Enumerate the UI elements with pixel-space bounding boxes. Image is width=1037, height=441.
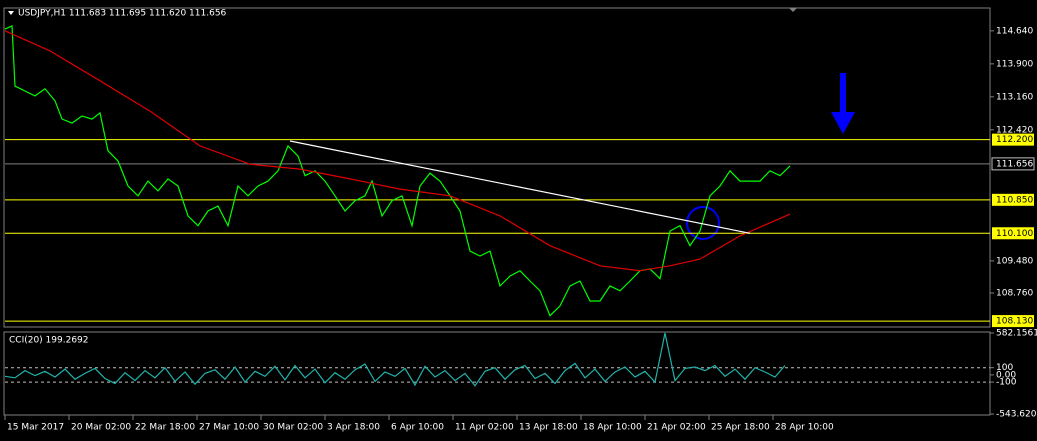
highlight-circle xyxy=(686,206,720,240)
y-tick-label: 109.480 xyxy=(996,256,1033,266)
x-tick-label: 6 Apr 10:00 xyxy=(391,423,444,433)
y-tick-label: 0.00 xyxy=(996,370,1016,380)
x-tick-label: 30 Mar 02:00 xyxy=(263,423,323,433)
y-tick-label: 582.1561 xyxy=(996,329,1037,339)
y-tick-label: -100 xyxy=(996,378,1017,388)
x-tick-label: 21 Apr 02:00 xyxy=(647,423,706,433)
y-tick-label: -543.6208 xyxy=(996,410,1037,420)
cci-title: CCI(20) 199.2692 xyxy=(9,336,89,346)
y-tick-label: 100 xyxy=(996,363,1013,373)
y-tick-label: 113.160 xyxy=(996,92,1033,102)
x-tick-label: 15 Mar 2017 xyxy=(7,423,64,433)
level-label-box xyxy=(992,133,1034,146)
y-tick-label: 114.640 xyxy=(996,26,1033,36)
x-tick-label: 27 Mar 10:00 xyxy=(199,423,259,433)
level-label-box xyxy=(992,193,1034,206)
level-label: 110.100 xyxy=(996,229,1033,239)
series-line xyxy=(4,332,786,387)
arrow-head xyxy=(831,112,855,134)
level-label: 108.130 xyxy=(996,317,1033,327)
level-label: 112.200 xyxy=(996,135,1033,145)
series-line xyxy=(4,24,791,317)
y-tick-label: 112.420 xyxy=(996,125,1033,135)
series-line xyxy=(289,140,751,234)
x-tick-label: 13 Apr 18:00 xyxy=(519,423,578,433)
x-tick-label: 11 Apr 02:00 xyxy=(455,423,514,433)
x-tick-label: 18 Apr 10:00 xyxy=(583,423,642,433)
main-pane-frame xyxy=(3,7,991,328)
level-label-box xyxy=(992,315,1034,328)
chart-title: USDJPY,H1 111.683 111.695 111.620 111.65… xyxy=(18,9,227,19)
level-label-box xyxy=(992,227,1034,240)
cci-pane-frame xyxy=(3,331,991,416)
series-line xyxy=(4,30,791,272)
level-label: 110.850 xyxy=(996,195,1033,205)
x-tick-label: 3 Apr 18:00 xyxy=(327,423,380,433)
shift-marker xyxy=(789,8,797,12)
y-tick-label: 108.760 xyxy=(996,289,1033,299)
x-tick-label: 28 Apr 10:00 xyxy=(775,423,834,433)
x-tick-label: 20 Mar 02:00 xyxy=(71,423,131,433)
x-tick-label: 22 Mar 18:00 xyxy=(135,423,195,433)
current-price-box xyxy=(991,157,1035,171)
current-price-label: 111.656 xyxy=(996,159,1033,169)
menu-triangle[interactable] xyxy=(8,11,14,15)
x-tick-label: 25 Apr 18:00 xyxy=(711,423,770,433)
y-tick-label: 113.900 xyxy=(996,59,1033,69)
